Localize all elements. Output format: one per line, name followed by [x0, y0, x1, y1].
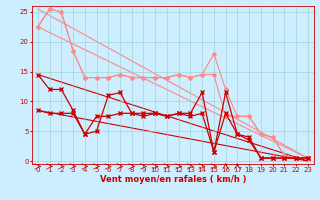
- X-axis label: Vent moyen/en rafales ( km/h ): Vent moyen/en rafales ( km/h ): [100, 175, 246, 184]
